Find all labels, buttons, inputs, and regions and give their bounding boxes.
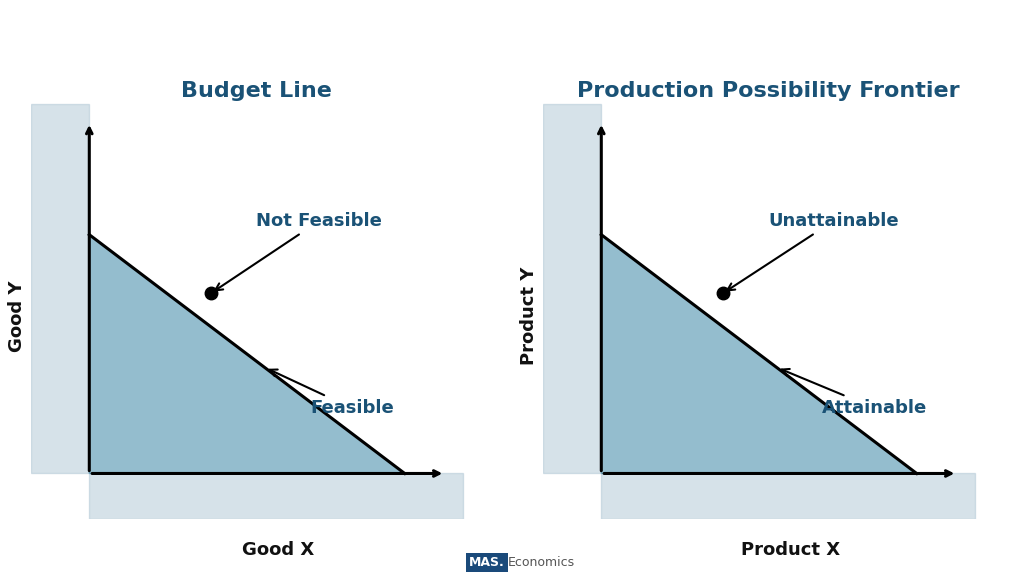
Text: Feasible: Feasible	[269, 370, 394, 417]
Text: Unattainable: Unattainable	[727, 212, 899, 290]
Polygon shape	[31, 104, 89, 473]
Text: Product Y: Product Y	[520, 267, 539, 365]
Text: Product X: Product X	[741, 541, 840, 559]
Polygon shape	[89, 473, 463, 519]
Polygon shape	[89, 235, 404, 473]
Text: Attainable: Attainable	[781, 369, 928, 417]
Text: Good Y: Good Y	[8, 280, 27, 351]
Polygon shape	[601, 235, 916, 473]
Text: Not Feasible: Not Feasible	[215, 212, 382, 290]
Text: Production Possibility Frontier: Production Possibility Frontier	[577, 82, 959, 101]
Text: Budget Line: Budget Line	[180, 82, 332, 101]
Text: MAS.: MAS.	[469, 556, 505, 569]
Polygon shape	[543, 104, 601, 473]
Text: Economics: Economics	[508, 556, 575, 569]
Text: Good X: Good X	[243, 541, 314, 559]
Polygon shape	[601, 473, 975, 519]
